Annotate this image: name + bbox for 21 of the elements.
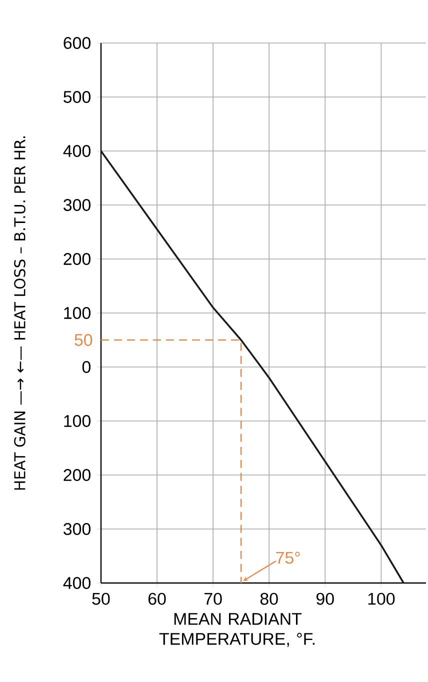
x-axis-title: MEAN RADIANT TEMPERATURE, °F.	[159, 613, 314, 647]
y-tick-label: 200	[64, 469, 90, 481]
x-tick-label: 60	[148, 592, 166, 605]
y-tick-label: 400	[63, 577, 90, 589]
x-tick-label: 90	[316, 592, 334, 605]
y-tick-label: 100	[64, 307, 90, 319]
y-tick-label: 400	[63, 145, 90, 157]
y-tick-label: 200	[64, 253, 90, 265]
x-tick-label: 50	[92, 592, 110, 605]
x-tick-label: 100	[368, 592, 395, 605]
y-tick-label: 0	[82, 361, 90, 373]
y-axis-title: HEAT GAIN —→ ←— HEAT LOSS – B.T.U. PER HR.	[14, 136, 26, 490]
y-tick-label: 500	[64, 91, 90, 103]
annotation: 75°	[276, 552, 300, 564]
y-tick-label: 600	[64, 37, 90, 49]
x-tick-label: 80	[260, 592, 278, 605]
y-tick-label: 300	[64, 199, 90, 211]
y-tick-label: 300	[64, 523, 90, 535]
x-tick-label: 70	[204, 592, 222, 605]
y-tick-label: 100	[64, 415, 90, 427]
annotation: 50	[74, 334, 92, 346]
